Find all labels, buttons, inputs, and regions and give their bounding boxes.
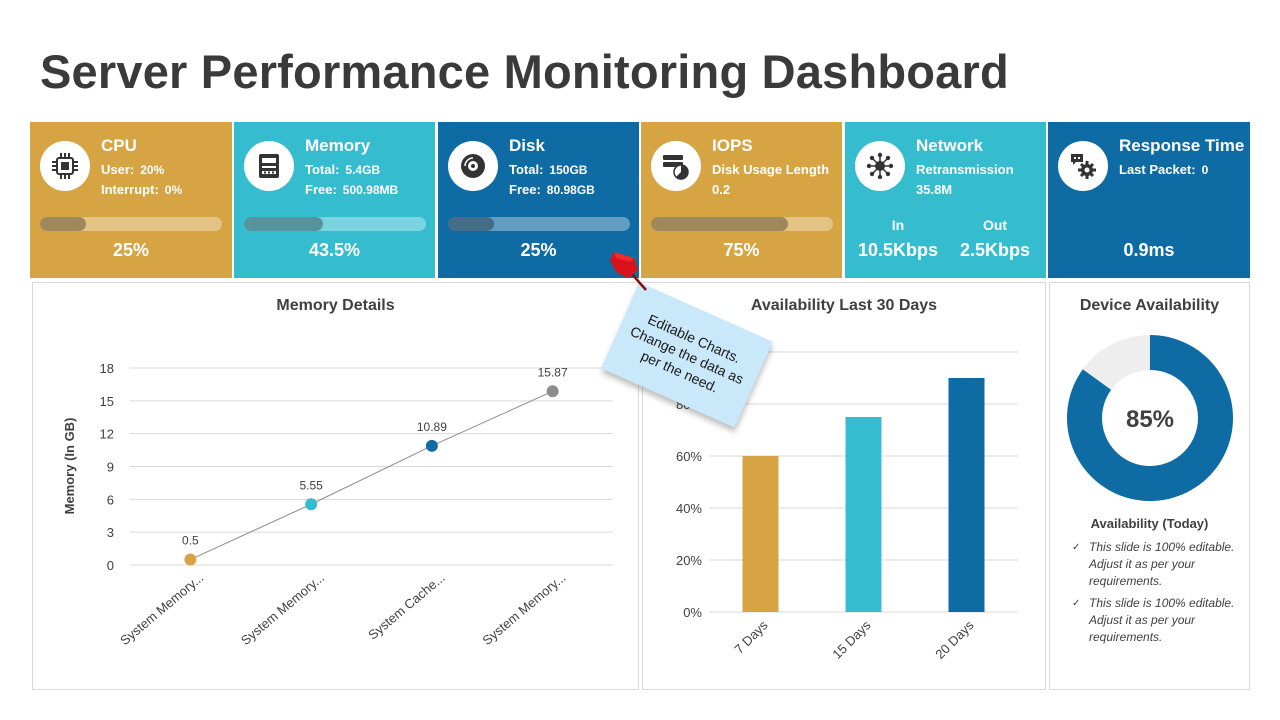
disk-icon [448, 141, 498, 191]
page-title: Server Performance Monitoring Dashboard [40, 45, 1009, 98]
chat-gear-icon [1058, 141, 1108, 191]
memory-module-icon [244, 141, 294, 191]
check-icon: ✓ [1072, 542, 1081, 553]
check-icon: ✓ [1072, 598, 1081, 609]
network-out-value: 2.5Kbps [959, 240, 1031, 260]
network-title: Network [916, 136, 984, 155]
donut-slice [1067, 335, 1233, 501]
storage-chart-icon [651, 141, 701, 191]
cpu-interrupt: Interrupt: 0% [101, 182, 183, 197]
data-point [425, 439, 438, 452]
y-tick-label: 20% [676, 553, 702, 568]
memory-line-chart: 0 3 6 9 12 15 18 Memory (In GB) 0.5 System Memory… [62, 361, 613, 648]
disk-card[interactable]: Disk Total: 150GB Free: 80.98GB 25% [438, 122, 639, 278]
iops-disk-usage-value: 0.2 [712, 182, 731, 197]
y-tick-label: 0% [683, 605, 702, 620]
memory-title: Memory [305, 136, 371, 155]
network-out-label: Out [982, 217, 1008, 233]
memory-free: Free: 500.98MB [305, 182, 399, 197]
iops-title: IOPS [712, 136, 753, 155]
availability-title: Availability Last 30 Days [750, 297, 938, 314]
network-hub-icon [855, 141, 905, 191]
cpu-chip-icon [40, 141, 90, 191]
network-retransmission-label: Retransmission [916, 162, 1014, 177]
data-point [305, 498, 318, 511]
cpu-progress-bar [40, 217, 222, 231]
y-tick-label: 40% [676, 501, 702, 516]
response-time-title: Response Time [1119, 136, 1245, 155]
note-item: ✓ This slide is 100% editable. Adjust it … [1072, 596, 1235, 644]
availability-today-label: Availability (Today) [1090, 516, 1209, 531]
response-time-card[interactable]: Response Time Last Packet: 0 0.9ms [1048, 122, 1250, 278]
memory-total: Total: 5.4GB [305, 162, 381, 177]
notes-list: ✓ This slide is 100% editable. Adjust it … [1072, 539, 1242, 651]
data-point [184, 553, 197, 566]
y-tick-label: 6 [107, 492, 114, 507]
x-tick-label: System Cache... [365, 570, 448, 643]
disk-percent: 25% [520, 240, 557, 260]
network-in-label: In [891, 217, 905, 233]
data-label: 5.55 [299, 478, 323, 492]
series-line [190, 390, 553, 560]
cpu-percent: 25% [112, 240, 150, 260]
iops-card[interactable]: IOPS Disk Usage Length 0.2 75% [641, 122, 842, 278]
x-tick-label: System Memory... [479, 570, 568, 648]
disk-total: Total: 150GB [509, 162, 588, 177]
disk-free: Free: 80.98GB [509, 182, 595, 197]
data-point [546, 385, 559, 398]
disk-progress-bar [448, 217, 630, 231]
response-time-value: 0.9ms [1123, 240, 1175, 260]
metric-cards: CPU User: 20% Interrupt: 0% 25% Memory Tot… [30, 122, 1250, 278]
iops-percent: 75% [723, 240, 760, 260]
x-tick-label: 20 Days [932, 617, 977, 662]
y-axis-label: Memory (In GB) [62, 418, 77, 515]
x-tick-label: System Memory... [238, 570, 327, 648]
cpu-user: User: 20% [101, 162, 165, 177]
data-label: 0.5 [182, 534, 199, 548]
push-pin-icon [610, 252, 647, 291]
memory-card[interactable]: Memory Total: 5.4GB Free: 500.98MB 43.5% [234, 122, 435, 278]
memory-details-title: Memory Details [276, 297, 395, 314]
y-tick-label: 3 [107, 525, 114, 540]
device-availability-title: Device Availability [1079, 297, 1220, 314]
cpu-card[interactable]: CPU User: 20% Interrupt: 0% 25% [30, 122, 232, 278]
network-retransmission-value: 35.8M [916, 182, 953, 197]
y-tick-label: 15 [100, 394, 114, 409]
y-tick-label: 0 [107, 558, 114, 573]
note-item: ✓ This slide is 100% editable. Adjust it … [1072, 540, 1235, 588]
y-tick-label: 12 [100, 427, 114, 442]
x-tick-label: System Memory... [117, 570, 206, 648]
x-tick-label: 15 Days [829, 617, 874, 662]
y-tick-label: 9 [107, 460, 114, 475]
memory-progress-bar [244, 217, 426, 231]
donut-center-label: 85% [1126, 406, 1174, 433]
bar [742, 456, 779, 612]
data-label: 10.89 [417, 420, 447, 434]
device-availability-donut: 85% [1067, 335, 1233, 501]
availability-panel: Availability Last 30 Days 0%20%40%60%80%… [642, 282, 1046, 690]
device-availability-panel: Device Availability 85% Availability (To… [1049, 282, 1250, 690]
x-tick-label: 7 Days [731, 617, 771, 657]
memory-percent: 43.5% [308, 240, 361, 260]
iops-disk-usage-label: Disk Usage Length [712, 162, 830, 177]
disk-title: Disk [509, 136, 545, 155]
donut-slice [1082, 335, 1150, 390]
response-last-packet: Last Packet: 0 [1119, 162, 1209, 177]
y-tick-label: 18 [100, 361, 114, 376]
y-tick-label: 60% [676, 449, 702, 464]
iops-progress-bar [651, 217, 833, 231]
network-in-value: 10.5Kbps [857, 240, 939, 260]
memory-details-panel: Memory Details 0 3 6 9 12 15 18 Memory (In GB) 0… [32, 282, 639, 690]
network-card[interactable]: Network Retransmission 35.8M In Out 10.5… [845, 122, 1046, 278]
cpu-title: CPU [101, 136, 137, 155]
bar [845, 417, 882, 612]
data-label: 15.87 [538, 365, 568, 379]
bar [948, 378, 985, 612]
